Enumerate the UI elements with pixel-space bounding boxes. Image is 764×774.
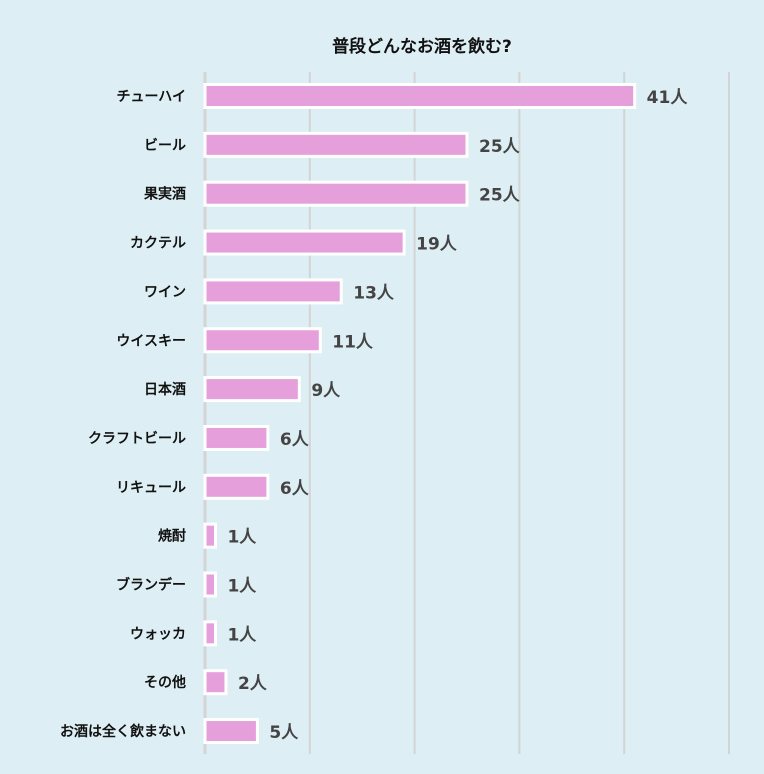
bar xyxy=(203,131,469,158)
bar xyxy=(203,180,469,207)
category-label: 果実酒 xyxy=(143,186,186,203)
value-label: 6人 xyxy=(280,479,310,499)
value-label: 25人 xyxy=(479,186,521,206)
category-label: チューハイ xyxy=(117,89,186,105)
bar xyxy=(203,571,217,598)
bar xyxy=(203,522,217,549)
value-label: 1人 xyxy=(227,577,257,597)
bar xyxy=(203,83,637,109)
value-label: 13人 xyxy=(353,283,395,303)
value-label: 1人 xyxy=(227,528,257,548)
category-label: その他 xyxy=(144,674,186,691)
category-label: ウォッカ xyxy=(130,626,186,642)
category-label: ブランデー xyxy=(116,577,186,594)
bar xyxy=(203,473,270,500)
category-label: ビール xyxy=(144,138,186,154)
bar xyxy=(203,327,322,354)
category-label: カクテル xyxy=(130,236,186,252)
bar xyxy=(203,669,228,696)
value-label: 2人 xyxy=(238,674,268,694)
value-label: 5人 xyxy=(269,723,299,743)
category-label: 焼酎 xyxy=(158,528,186,545)
category-label: ウイスキー xyxy=(116,333,186,349)
bar xyxy=(203,229,406,256)
category-label: クラフトビール xyxy=(88,431,186,447)
bar xyxy=(203,376,301,403)
value-label: 9人 xyxy=(311,381,341,401)
category-label: リキュール xyxy=(116,480,186,496)
category-label: 日本酒 xyxy=(144,381,186,398)
value-label: 6人 xyxy=(280,430,310,450)
value-label: 11人 xyxy=(332,332,374,352)
value-label: 19人 xyxy=(416,235,458,255)
bar xyxy=(203,620,217,647)
value-label: 41人 xyxy=(647,88,689,108)
category-label: お酒は全く飲まない xyxy=(60,723,186,740)
bar xyxy=(203,424,270,451)
bar xyxy=(203,278,343,305)
value-label: 25人 xyxy=(479,137,521,157)
chart-title: 普段どんなお酒を飲む? xyxy=(332,37,512,57)
bar xyxy=(203,718,259,745)
value-label: 1人 xyxy=(227,625,257,645)
category-label: ワイン xyxy=(144,284,186,300)
